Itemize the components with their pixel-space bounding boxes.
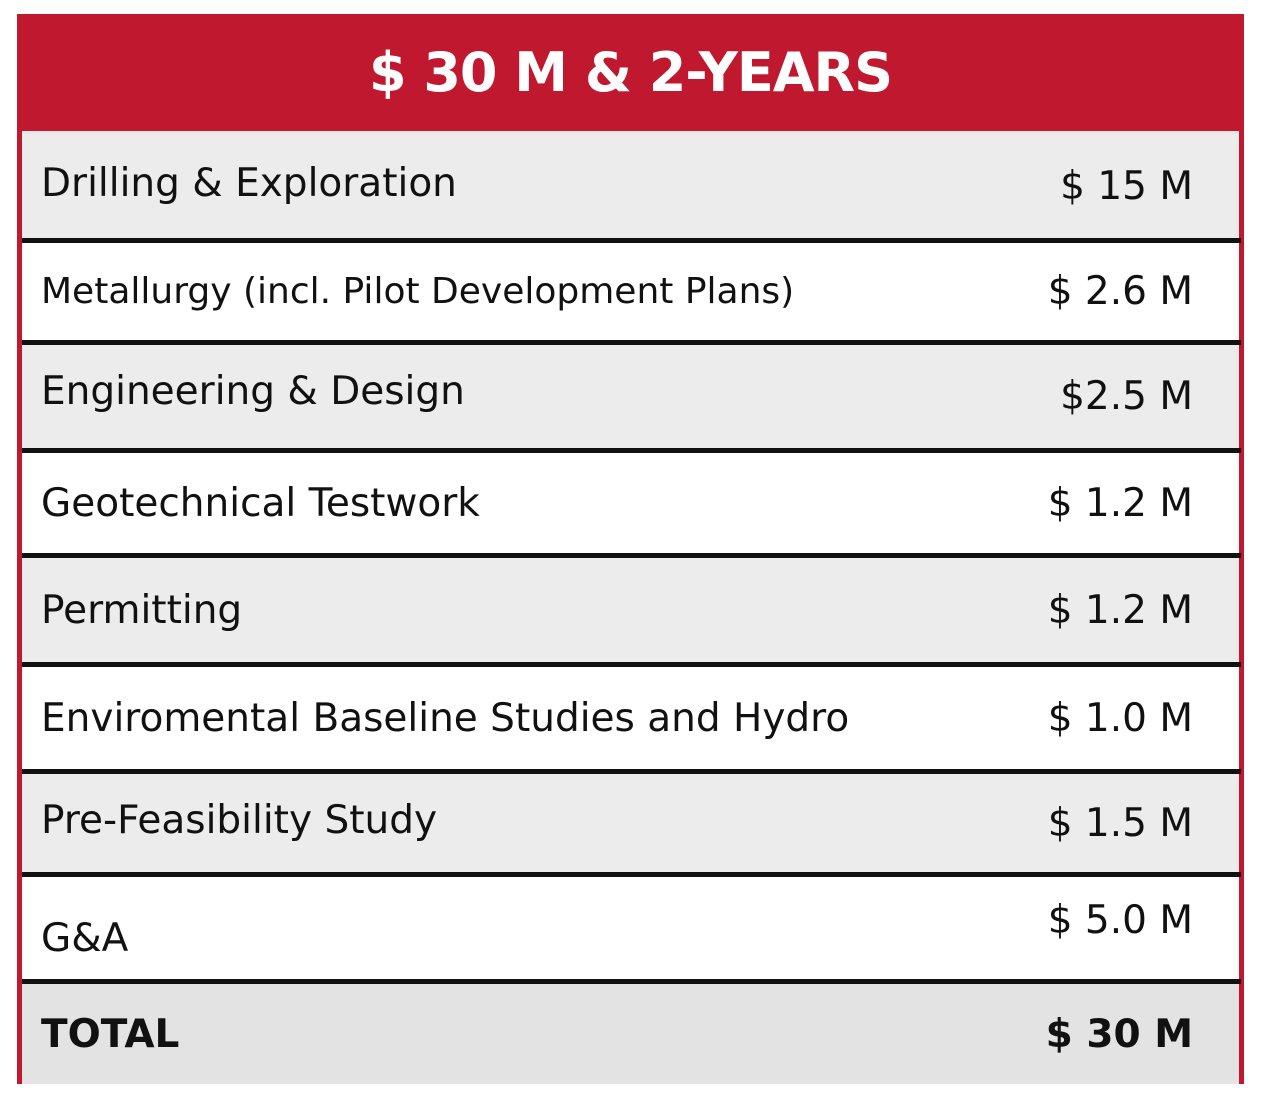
- row-label: Metallurgy (incl. Pilot Development Plan…: [41, 271, 795, 312]
- row-label: Geotechnical Testwork: [41, 480, 480, 526]
- row-label: Permitting: [41, 587, 243, 633]
- table-row-permitting: Permitting $ 1.2 M: [22, 558, 1239, 662]
- row-value: $ 1.2 M: [1047, 480, 1193, 526]
- total-value: $ 30 M: [1045, 1011, 1193, 1057]
- row-divider: [22, 448, 1241, 453]
- row-divider: [22, 553, 1241, 558]
- table-row-total: TOTAL $ 30 M: [22, 984, 1239, 1084]
- row-label: Drilling & Exploration: [41, 160, 457, 206]
- table-row-engineering: Engineering & Design $2.5 M: [22, 345, 1239, 448]
- row-divider: [22, 238, 1241, 243]
- table-row-drilling: Drilling & Exploration $ 15 M: [22, 134, 1239, 238]
- table-row-environmental: Enviromental Baseline Studies and Hydro …: [22, 667, 1239, 769]
- row-label: Engineering & Design: [41, 369, 465, 414]
- budget-table: $ 30 M & 2-YEARS Drilling & Exploration …: [17, 14, 1244, 1084]
- row-divider: [22, 340, 1241, 345]
- row-divider: [22, 872, 1241, 877]
- row-divider: [22, 979, 1241, 984]
- table-header: $ 30 M & 2-YEARS: [22, 19, 1239, 134]
- row-value: $ 5.0 M: [1047, 897, 1193, 943]
- row-value: $ 1.5 M: [1047, 800, 1193, 846]
- row-value: $ 1.0 M: [1047, 695, 1193, 741]
- row-divider: [22, 769, 1241, 774]
- row-divider: [22, 662, 1241, 667]
- table-row-metallurgy: Metallurgy (incl. Pilot Development Plan…: [22, 243, 1239, 340]
- table-row-geotechnical: Geotechnical Testwork $ 1.2 M: [22, 453, 1239, 553]
- table-row-ga: G&A $ 5.0 M: [22, 877, 1239, 979]
- row-value: $ 2.6 M: [1047, 269, 1193, 314]
- table-body: Drilling & Exploration $ 15 M Metallurgy…: [22, 134, 1241, 1084]
- table-row-prefeasibility: Pre-Feasibility Study $ 1.5 M: [22, 774, 1239, 872]
- row-value: $2.5 M: [1060, 374, 1193, 419]
- row-label: Pre-Feasibility Study: [41, 797, 438, 843]
- total-label: TOTAL: [41, 1011, 180, 1057]
- row-value: $ 15 M: [1060, 163, 1193, 209]
- table-title: $ 30 M & 2-YEARS: [368, 40, 893, 104]
- row-value: $ 1.2 M: [1047, 587, 1193, 633]
- row-label: G&A: [41, 915, 129, 961]
- row-label: Enviromental Baseline Studies and Hydro: [41, 695, 850, 741]
